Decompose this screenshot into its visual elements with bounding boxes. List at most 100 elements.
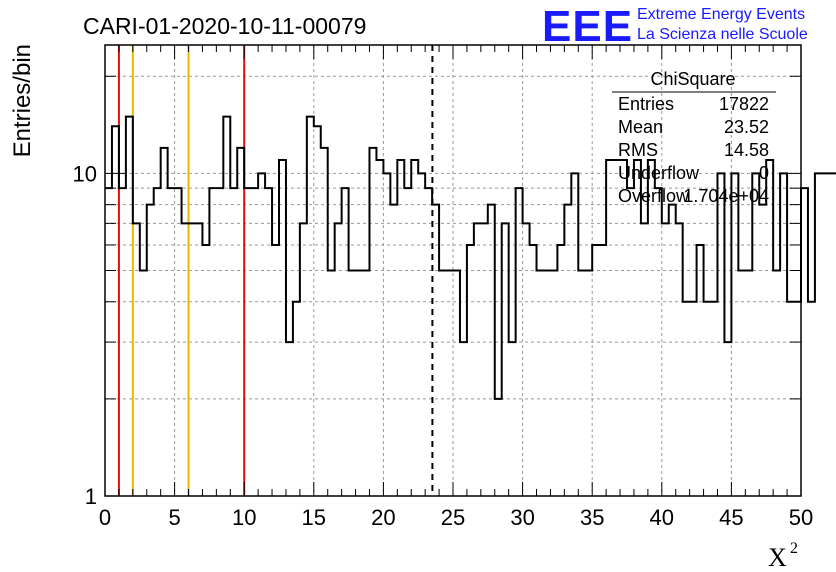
y-tick-label: 10 — [73, 161, 97, 186]
histogram-bin — [634, 160, 641, 496]
eee-logo-line1: Extreme Energy Events — [637, 6, 805, 23]
histogram-bin — [404, 188, 411, 496]
histogram-bin — [140, 271, 147, 497]
stats-row-label: Overflow — [618, 186, 690, 206]
histogram-bin — [307, 117, 314, 496]
histogram-bin — [411, 160, 418, 496]
histogram-bin — [495, 399, 502, 496]
eee-logo-mark: EEE — [542, 2, 633, 51]
histogram-bin — [439, 271, 446, 497]
histogram-bin — [557, 245, 564, 496]
histogram-bin — [585, 271, 592, 497]
histogram-bin — [704, 302, 711, 496]
histogram-bin — [669, 205, 676, 496]
histogram-bin — [606, 160, 613, 496]
histogram-bin — [808, 302, 815, 496]
stats-row-label: Entries — [618, 94, 674, 114]
stats-box: ChiSquare Entries 17822 Mean 23.52 RMS 14.58 U… — [612, 69, 776, 206]
histogram-bin — [349, 271, 356, 497]
histogram-bin — [133, 223, 140, 496]
histogram-bin — [717, 173, 724, 496]
x-axis-label: X 2 — [768, 540, 798, 572]
histogram-bin — [620, 160, 627, 496]
histogram-bin — [119, 188, 126, 496]
histogram-bin — [543, 271, 550, 497]
histogram-bin — [342, 188, 349, 496]
stats-row-label: RMS — [618, 140, 658, 160]
histogram-bin — [731, 173, 738, 496]
histogram-bin — [571, 173, 578, 496]
x-axis-label-sup: 2 — [790, 540, 798, 557]
histogram-bin — [425, 188, 432, 496]
histogram-bin — [578, 271, 585, 497]
histogram-bin — [453, 271, 460, 497]
histogram-bin — [244, 188, 251, 496]
x-tick-label: 50 — [789, 505, 813, 530]
tick-labels: 0 5 10 15 20 25 30 35 40 45 50 1 10 — [73, 161, 814, 530]
histogram-bin — [641, 223, 648, 496]
x-tick-label: 10 — [232, 505, 256, 530]
histogram-bin — [460, 342, 467, 496]
histogram-bin — [516, 188, 523, 496]
histogram-bin — [822, 173, 829, 496]
histogram-bin — [523, 223, 530, 496]
histogram-bin — [293, 302, 300, 496]
histogram-bin — [397, 160, 404, 496]
stats-rows: Entries 17822 Mean 23.52 RMS 14.58 Underflow 0 O… — [618, 94, 769, 206]
eee-logo: EEE Extreme Energy Events La Scienza nel… — [542, 2, 808, 51]
stats-name: ChiSquare — [650, 69, 735, 89]
histogram-bin — [537, 271, 544, 497]
histogram-bin — [335, 223, 342, 496]
histogram-bin — [230, 188, 237, 496]
x-tick-label: 0 — [99, 505, 111, 530]
histogram-bin — [467, 245, 474, 496]
histogram-bin — [209, 188, 216, 496]
histogram-bin — [175, 188, 182, 496]
histogram-bin — [509, 342, 516, 496]
histogram-bin — [550, 271, 557, 497]
chart-title: CARI-01-2020-10-11-00079 — [83, 13, 366, 39]
histogram-bin — [759, 205, 766, 496]
x-tick-label: 25 — [441, 505, 465, 530]
histogram-bin — [418, 173, 425, 496]
x-tick-label: 45 — [719, 505, 743, 530]
histogram-bin — [829, 173, 836, 496]
histogram-bin — [432, 205, 439, 496]
histogram-bin — [697, 245, 704, 496]
histogram-bin — [321, 148, 328, 496]
histogram-bin — [683, 302, 690, 496]
histogram-bin — [690, 302, 697, 496]
histogram-bin — [530, 245, 537, 496]
histogram-bin — [147, 205, 154, 496]
histogram-bin — [223, 117, 230, 496]
stats-row-value: 0 — [759, 163, 769, 183]
x-tick-label: 5 — [168, 505, 180, 530]
histogram-bin — [251, 188, 258, 496]
histogram-bin — [300, 223, 307, 496]
histogram-bin — [383, 173, 390, 496]
histogram-bin — [773, 271, 780, 497]
stats-row-value: 14.58 — [724, 140, 769, 160]
plot-frame — [104, 44, 802, 497]
histogram-outline — [105, 115, 836, 400]
histogram-bin — [237, 148, 244, 496]
histogram-bin — [592, 245, 599, 496]
histogram-bin — [564, 205, 571, 496]
x-tick-label: 30 — [510, 505, 534, 530]
histogram-bin — [189, 223, 196, 496]
stats-row-label: Underflow — [618, 163, 700, 183]
histogram-bin — [112, 126, 119, 496]
histogram-bin — [815, 173, 822, 496]
histogram-bin — [390, 205, 397, 496]
histogram-bin — [356, 271, 363, 497]
stats-row-value: 1.704e+04 — [683, 186, 769, 206]
histogram-bin — [216, 188, 223, 496]
histogram-bin — [752, 173, 759, 496]
histogram-bin — [662, 223, 669, 496]
histogram-bin — [711, 302, 718, 496]
histogram-bin — [195, 223, 202, 496]
histogram-bin — [724, 342, 731, 496]
histogram-bin — [279, 160, 286, 496]
histogram-bin — [161, 148, 168, 496]
